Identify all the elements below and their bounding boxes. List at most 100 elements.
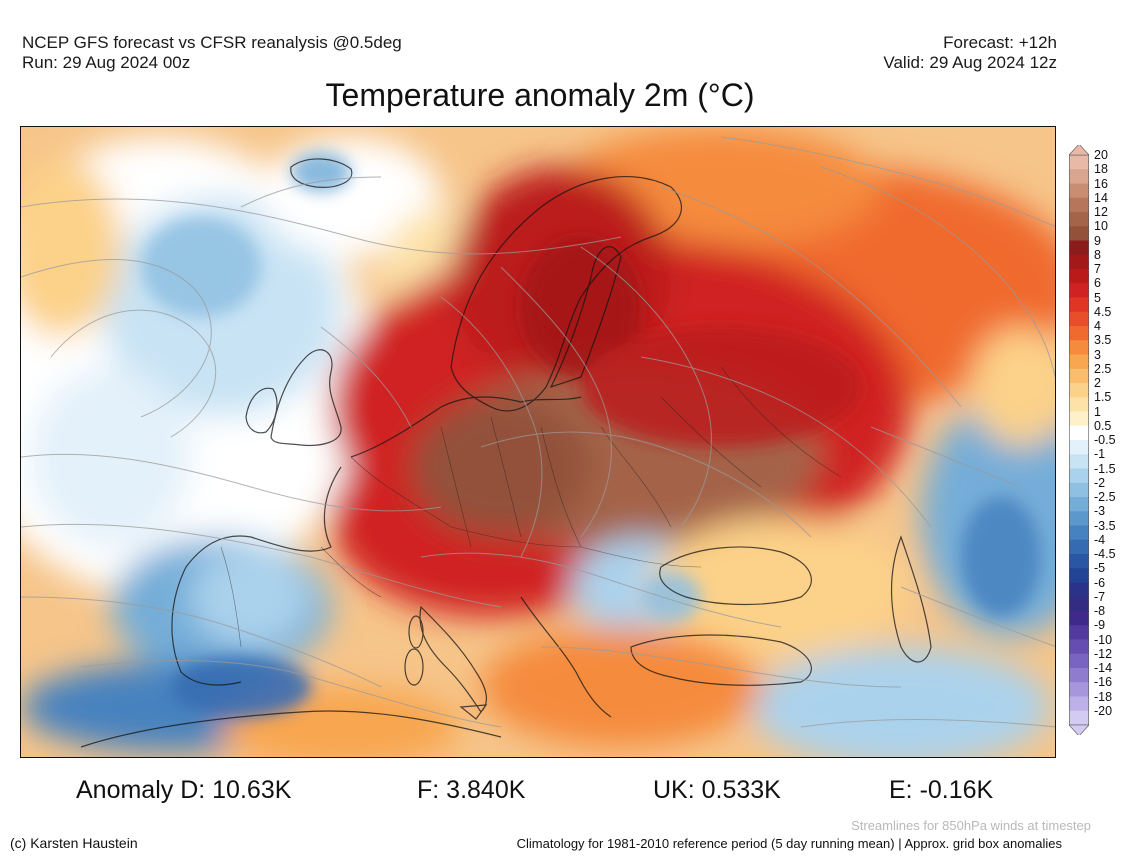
colorbar-tick-label: 2.5 [1094,361,1112,376]
colorbar-swatch [1069,411,1089,427]
colorbar-swatch [1069,397,1089,412]
colorbar-tick-label: 9 [1094,233,1101,248]
colorbar-tick-label: -8 [1094,604,1106,618]
colorbar-swatch [1069,440,1089,455]
wind-streamlines [21,136,1055,728]
colorbar-swatch [1069,254,1089,270]
colorbar-swatch [1069,568,1089,583]
colorbar-swatch [1069,554,1089,569]
colorbar-tick-label: -16 [1094,675,1113,690]
colorbar-tick-label: 18 [1094,162,1108,177]
colorbar-tick-label: 7 [1094,262,1101,276]
colorbar-tick-label: 12 [1094,205,1108,219]
colorbar-swatch [1069,596,1089,612]
colorbar-swatch [1069,269,1089,284]
colorbar-tick-label: 14 [1094,190,1108,205]
header-left: NCEP GFS forecast vs CFSR reanalysis @0.… [22,33,402,73]
anomaly-map-graphic [21,127,1055,757]
anomaly-uk: UK: 0.533K [653,776,781,804]
map-title: Temperature anomaly 2m (°C) [325,77,755,113]
colorbar-labels: 20 18 16 14 12 10 9 8 7 6 5 4.5 4 3.5 3 2.5 2 1.5 1 0.5 -0.5… [1094,145,1125,735]
anomaly-e: E: -0.16K [889,776,994,804]
forecast-lead: Forecast: +12h [943,33,1057,52]
colorbar-swatch [1069,582,1089,598]
coastlines [80,158,932,748]
colorbar-swatch [1069,468,1089,484]
header-right: Forecast: +12h Valid: 29 Aug 2024 12z [883,33,1057,73]
colorbar-tick-label: 10 [1094,219,1108,234]
anomaly-map [20,126,1056,758]
run-time: Run: 29 Aug 2024 00z [22,53,191,72]
colorbar-tick-label: 3.5 [1094,333,1112,348]
colorbar-swatch [1069,668,1089,683]
valid-time: Valid: 29 Aug 2024 12z [883,53,1057,72]
colorbar-swatch [1069,326,1089,341]
colorbar-tick-label: 6 [1094,276,1101,291]
colorbar-tick-label: -10 [1094,632,1113,647]
colorbar-tick-label: 0.5 [1094,418,1112,433]
colorbar-tick-label: -7 [1094,589,1106,604]
colorbar-swatch [1069,539,1089,555]
colorbar-swatch [1069,454,1089,469]
colorbar-swatch [1069,226,1089,241]
colorbar-tick-label: 5 [1094,290,1101,305]
colorbar-swatch [1069,283,1089,298]
colorbar-tick-label: -6 [1094,575,1106,590]
colorbar-tick-label: 8 [1094,247,1101,262]
colorbar-tick-label: 2 [1094,376,1101,390]
anomaly-f: F: 3.840K [417,776,526,804]
colorbar-tick-label: -1 [1094,447,1106,462]
colorbar-tick-label: -20 [1094,703,1113,718]
colorbar-swatch [1069,425,1089,441]
colorbar-swatch [1069,212,1089,227]
colorbar-tick-label: 1.5 [1094,390,1112,405]
colorbar-swatch [1069,169,1089,184]
colorbar-swatch [1069,482,1089,498]
colorbar-tick-label: -9 [1094,618,1106,633]
colorbar-tick-label: 4 [1094,319,1101,333]
colorbar-swatch [1069,354,1089,370]
colorbar-tick-label: 16 [1094,176,1108,191]
colorbar-tick-label: -12 [1094,646,1113,661]
colorbar-tick-label: -4.5 [1094,547,1116,561]
colorbar-swatch [1069,297,1089,313]
colorbar-tick-label: 3 [1094,347,1101,362]
colorbar-swatch [1069,696,1089,712]
colorbar-tick-label: -14 [1094,661,1113,675]
anomaly-d: Anomaly D: 10.63K [76,776,292,804]
colorbar-swatch [1069,383,1089,398]
colorbar-tick-label: 20 [1094,148,1108,162]
colorbar-swatch [1069,240,1089,256]
colorbar-bottom-arrow [1069,724,1089,735]
borders [220,366,842,648]
colorbar-tick-label: -3 [1094,504,1106,519]
colorbar-swatch [1069,639,1089,655]
colorbar [1069,145,1089,735]
streamlines-note: Streamlines for 850hPa winds at timestep [851,818,1091,833]
colorbar-swatch [1069,525,1089,541]
colorbar-swatch [1069,340,1089,355]
colorbar-tick-label: -2.5 [1094,490,1116,504]
colorbar-swatch [1069,511,1089,526]
colorbar-swatch [1069,710,1089,726]
colorbar-tick-label: -4 [1094,532,1106,547]
colorbar-tick-label: -18 [1094,689,1113,704]
colorbar-swatch [1069,311,1089,327]
colorbar-top-arrow [1069,145,1089,156]
author-credit: (c) Karsten Haustein [10,835,138,851]
colorbar-tick-label: -2 [1094,475,1106,490]
colorbar-swatch [1069,653,1089,669]
colorbar-swatch [1069,611,1089,626]
model-description: NCEP GFS forecast vs CFSR reanalysis @0.… [22,33,402,52]
colorbar-tick-label: -1.5 [1094,461,1116,476]
colorbar-tick-label: 1 [1094,404,1101,419]
colorbar-swatch [1069,368,1089,384]
colorbar-swatch [1069,183,1089,199]
colorbar-tick-label: 4.5 [1094,304,1112,319]
colorbar-swatch [1069,497,1089,512]
colorbar-swatch [1069,625,1089,640]
anomaly-detail [141,152,1041,717]
colorbar-swatch [1069,155,1089,170]
colorbar-tick-label: -5 [1094,561,1106,576]
climatology-note: Climatology for 1981-2010 reference peri… [516,836,1062,851]
